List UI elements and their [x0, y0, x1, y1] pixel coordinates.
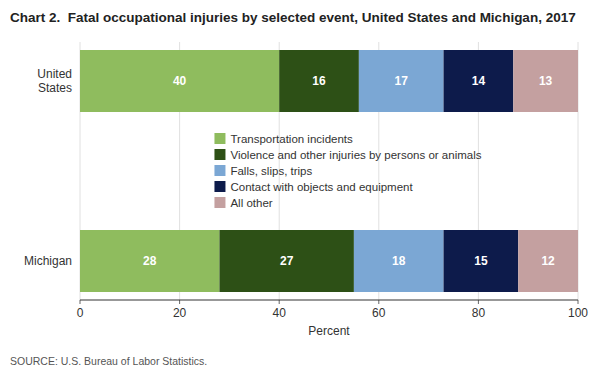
bar-segment	[279, 50, 359, 112]
background	[0, 0, 600, 373]
data-label: 15	[474, 254, 488, 268]
source: SOURCE: U.S. Bureau of Labor Statistics.	[10, 355, 207, 367]
tick-label: 0	[77, 306, 84, 320]
data-label: 40	[173, 74, 187, 88]
title: Chart 2. Fatal occupational injuries by …	[10, 10, 576, 25]
bars	[80, 50, 578, 292]
chart-container: Chart 2. Fatal occupational injuries by …	[0, 0, 600, 373]
bar-segment	[80, 50, 279, 112]
category-label-line: States	[38, 81, 72, 95]
legend-swatch	[214, 149, 225, 160]
bar-segment	[354, 230, 444, 292]
data-label: 27	[280, 254, 294, 268]
legend-swatch	[214, 181, 225, 192]
tick-mark	[578, 300, 579, 304]
tick-label: 60	[372, 306, 386, 320]
tick-label: 80	[472, 306, 486, 320]
x-axis: 0 20 40 60 80 100	[77, 300, 589, 320]
legend-label: Falls, slips, trips	[230, 165, 312, 177]
category-label: UnitedStates	[37, 67, 72, 95]
legend-label: Transportation incidents	[230, 133, 353, 145]
legend-label: Contact with objects and equipment	[230, 181, 413, 193]
data-labels: 40 16 17 14 13 28 27 18 15 12	[143, 74, 555, 268]
bar-segment	[219, 230, 353, 292]
grid	[80, 42, 578, 300]
bar-segment	[80, 230, 219, 292]
legend-swatch	[214, 133, 225, 144]
data-label: 17	[395, 74, 409, 88]
legend-swatch	[214, 165, 225, 176]
legend-label: Violence and other injuries by persons o…	[230, 149, 481, 161]
data-label: 14	[472, 74, 486, 88]
x-axis-label: Percent	[308, 324, 350, 338]
x-axis-line	[80, 300, 578, 301]
tick-mark	[179, 300, 180, 304]
y-axis: UnitedStates Michigan	[24, 67, 72, 268]
category-label-line: Michigan	[24, 254, 72, 268]
bar-segment	[444, 50, 514, 112]
legend: Transportation incidents Violence and oth…	[214, 133, 481, 209]
tick-label: 100	[568, 306, 588, 320]
legend-label: All other	[230, 197, 272, 209]
tick-label: 20	[173, 306, 187, 320]
data-label: 18	[392, 254, 406, 268]
legend-swatch	[214, 197, 225, 208]
bar-segment	[444, 230, 519, 292]
tick-mark	[478, 300, 479, 304]
bar-segment	[359, 50, 444, 112]
category-label: Michigan	[24, 254, 72, 268]
data-label: 16	[312, 74, 326, 88]
tick-mark	[378, 300, 379, 304]
tick-label: 40	[273, 306, 287, 320]
tick-mark	[80, 300, 81, 304]
data-label: 13	[539, 74, 553, 88]
data-label: 28	[143, 254, 157, 268]
category-label-line: United	[37, 67, 72, 81]
chart-svg: Chart 2. Fatal occupational injuries by …	[0, 0, 600, 373]
data-label: 12	[541, 254, 555, 268]
bar-segment	[518, 230, 578, 292]
bar-segment	[513, 50, 578, 112]
tick-mark	[279, 300, 280, 304]
